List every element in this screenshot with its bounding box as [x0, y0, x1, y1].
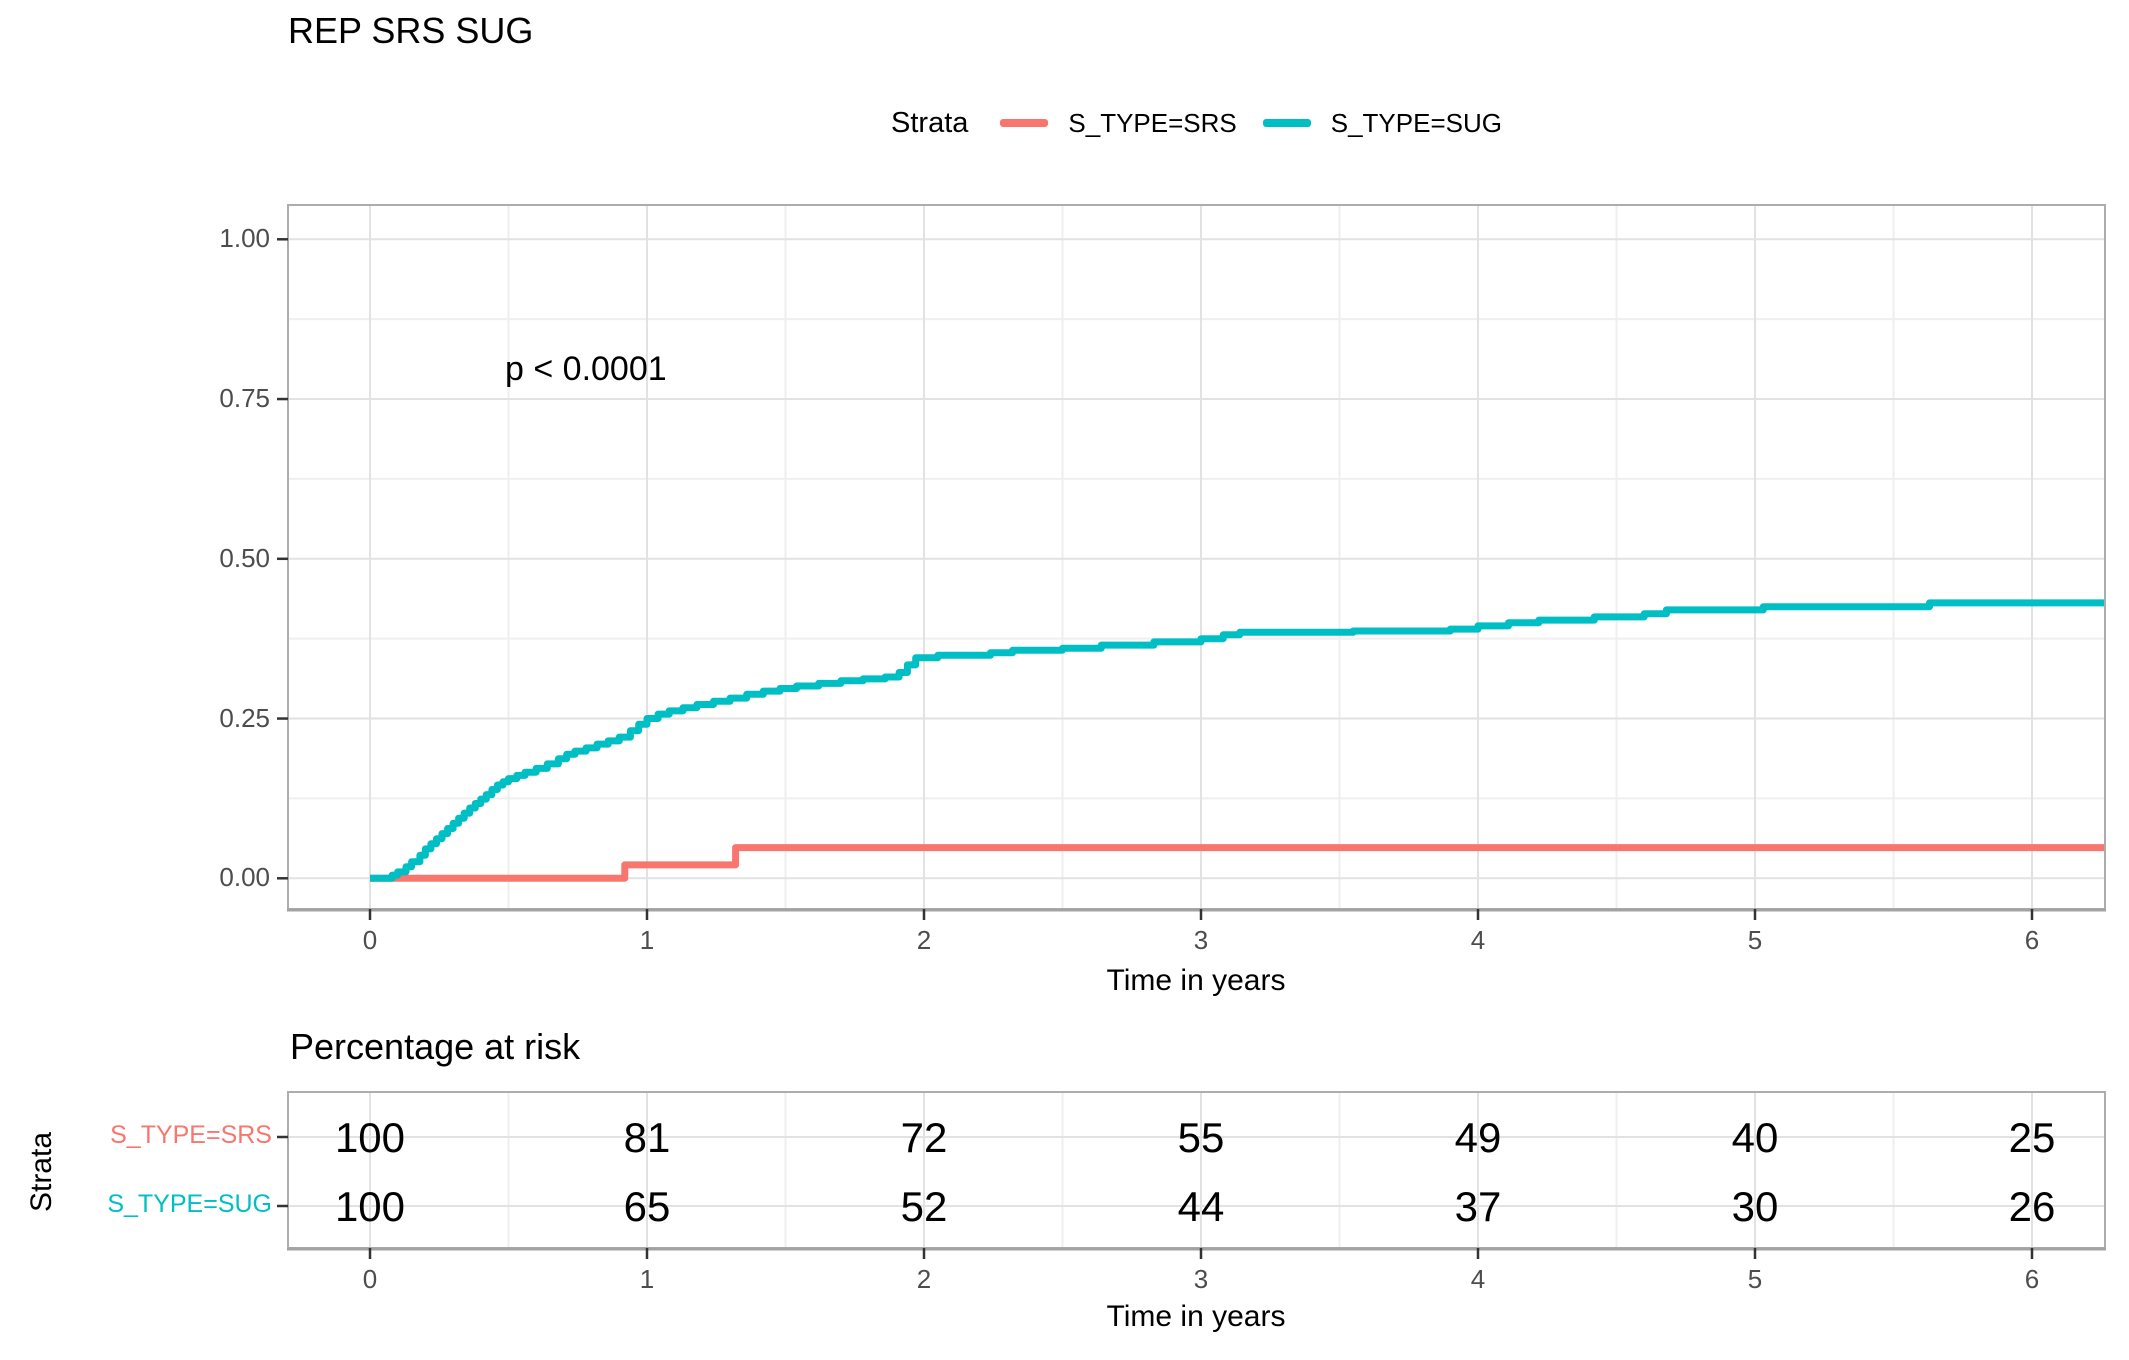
risk-count-value: 49: [1454, 1114, 1502, 1161]
risk-table-x-axis-title: Time in years: [1106, 1300, 1286, 1333]
risk-count-value: 40: [1731, 1114, 1779, 1161]
risk-count-value: 52: [900, 1183, 948, 1230]
risk-count-value: 81: [623, 1114, 671, 1161]
risk-x-axis-tick-label: 1: [639, 1264, 655, 1294]
risk-count-value: 55: [1177, 1114, 1225, 1161]
risk-row-label: S_TYPE=SUG: [107, 1190, 272, 1218]
risk-count-value: 44: [1177, 1183, 1225, 1230]
risk-count-value: 100: [334, 1183, 406, 1230]
risk-row-label: S_TYPE=SRS: [110, 1121, 272, 1149]
x-axis-tick-label: 5: [1747, 925, 1763, 955]
risk-x-axis-tick-label: 5: [1747, 1264, 1763, 1294]
x-axis-title: Time in years: [1106, 964, 1286, 997]
legend-item-label: S_TYPE=SRS: [1068, 107, 1237, 138]
legend-item-srs: S_TYPE=SRS: [1000, 107, 1237, 139]
risk-count-value: 37: [1454, 1183, 1502, 1230]
risk-count-value: 65: [623, 1183, 671, 1230]
risk-x-axis-tick-label: 6: [2024, 1264, 2040, 1294]
legend: Strata S_TYPE=SRS S_TYPE=SUG: [288, 100, 2105, 146]
plot-panel: [288, 205, 2105, 909]
p-value-annotation: p < 0.0001: [505, 350, 667, 388]
legend-title: Strata: [891, 106, 969, 139]
survival-curve-sug: [370, 599, 2104, 882]
risk-x-axis-tick-label: 0: [362, 1264, 378, 1294]
risk-table-panel: [288, 1092, 2105, 1248]
page-title: REP SRS SUG: [288, 10, 534, 51]
risk-count-value: 72: [900, 1114, 948, 1161]
x-axis-tick-label: 0: [362, 925, 378, 955]
x-axis-tick-label: 1: [639, 925, 655, 955]
risk-count-value: 30: [1731, 1183, 1779, 1230]
x-axis-tick-label: 4: [1470, 925, 1486, 955]
x-axis-tick-label: 6: [2024, 925, 2040, 955]
risk-x-axis-tick-label: 4: [1470, 1264, 1486, 1294]
y-axis-tick-label: 0.25: [219, 702, 270, 733]
y-axis-tick-label: 0.75: [219, 383, 270, 414]
risk-table-y-axis-label: Strata: [25, 1131, 58, 1213]
y-axis-tick-label: 1.00: [219, 223, 270, 254]
legend-key-line-icon: [1262, 119, 1311, 127]
risk-x-axis-tick-label: 2: [916, 1264, 932, 1294]
x-axis-tick-label: 3: [1193, 925, 1209, 955]
legend-item-sug: S_TYPE=SUG: [1262, 107, 1502, 139]
legend-key-line-icon: [1000, 119, 1049, 127]
y-axis-tick-label: 0.00: [219, 862, 270, 893]
x-axis-tick-label: 2: [916, 925, 932, 955]
risk-count-value: 25: [2008, 1114, 2056, 1161]
y-axis-tick-label: 0.50: [219, 542, 270, 573]
survival-curve-srs: [370, 844, 2104, 882]
risk-table-title: Percentage at risk: [290, 1026, 581, 1067]
risk-count-value: 26: [2008, 1183, 2056, 1230]
risk-x-axis-tick-label: 3: [1193, 1264, 1209, 1294]
legend-item-label: S_TYPE=SUG: [1330, 107, 1502, 138]
risk-count-value: 100: [334, 1114, 406, 1161]
